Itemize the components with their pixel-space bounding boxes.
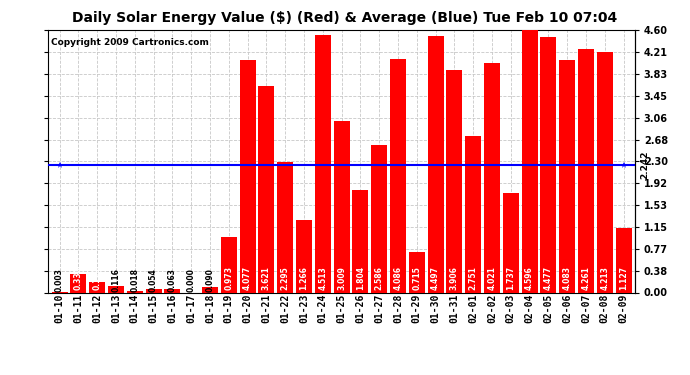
Bar <box>333 121 350 292</box>
Bar <box>70 274 86 292</box>
Text: 2.751: 2.751 <box>469 266 477 290</box>
Text: 0.116: 0.116 <box>112 268 121 292</box>
Text: Daily Solar Energy Value ($) (Red) & Average (Blue) Tue Feb 10 07:04: Daily Solar Energy Value ($) (Red) & Ave… <box>72 11 618 25</box>
Bar <box>202 287 218 292</box>
Text: 0.063: 0.063 <box>168 268 177 292</box>
Text: 0.018: 0.018 <box>130 268 139 292</box>
Bar <box>146 290 161 292</box>
Bar <box>89 282 105 292</box>
Bar <box>503 194 519 292</box>
Bar <box>428 36 444 292</box>
Text: 0.191: 0.191 <box>92 266 101 290</box>
Bar <box>559 60 575 292</box>
Text: 2.295: 2.295 <box>281 266 290 290</box>
Text: 4.083: 4.083 <box>562 266 571 290</box>
Bar <box>258 86 275 292</box>
Text: 0.054: 0.054 <box>149 268 158 292</box>
Bar <box>615 228 631 292</box>
Text: Copyright 2009 Cartronics.com: Copyright 2009 Cartronics.com <box>51 38 209 47</box>
Text: 0.090: 0.090 <box>206 268 215 292</box>
Bar <box>353 189 368 292</box>
Text: 1.737: 1.737 <box>506 266 515 290</box>
Bar <box>484 63 500 292</box>
Text: 4.086: 4.086 <box>393 266 402 290</box>
Bar <box>239 60 255 292</box>
Text: 1.127: 1.127 <box>619 266 628 290</box>
Text: 3.906: 3.906 <box>450 266 459 290</box>
Text: 4.477: 4.477 <box>544 266 553 290</box>
Text: 3.009: 3.009 <box>337 266 346 290</box>
Bar <box>296 220 312 292</box>
Bar <box>522 30 538 292</box>
Bar <box>408 252 425 292</box>
Text: 0.715: 0.715 <box>412 266 421 290</box>
Bar <box>277 162 293 292</box>
Text: 2.586: 2.586 <box>375 266 384 290</box>
Bar <box>108 286 124 292</box>
Bar <box>578 50 594 292</box>
Bar <box>221 237 237 292</box>
Bar <box>390 59 406 292</box>
Text: 4.077: 4.077 <box>243 266 252 290</box>
Text: 4.213: 4.213 <box>600 266 609 290</box>
Bar <box>540 37 556 292</box>
Text: 4.513: 4.513 <box>318 266 327 290</box>
Text: 4.596: 4.596 <box>525 266 534 290</box>
Bar <box>164 289 180 292</box>
Text: 1.804: 1.804 <box>356 266 365 290</box>
Text: 3.621: 3.621 <box>262 266 271 290</box>
Text: 2.242: 2.242 <box>640 150 650 179</box>
Text: 0.330: 0.330 <box>74 266 83 290</box>
Text: 0.973: 0.973 <box>224 266 233 290</box>
Bar <box>446 70 462 292</box>
Bar <box>371 145 387 292</box>
Bar <box>465 135 481 292</box>
Bar <box>315 35 331 292</box>
Text: 0.000: 0.000 <box>187 268 196 292</box>
Text: 4.021: 4.021 <box>487 266 496 290</box>
Bar <box>597 52 613 292</box>
Text: 0.003: 0.003 <box>55 268 64 292</box>
Text: 4.261: 4.261 <box>582 266 591 290</box>
Text: 4.497: 4.497 <box>431 266 440 290</box>
Text: 1.266: 1.266 <box>299 266 308 290</box>
Bar <box>127 291 143 292</box>
